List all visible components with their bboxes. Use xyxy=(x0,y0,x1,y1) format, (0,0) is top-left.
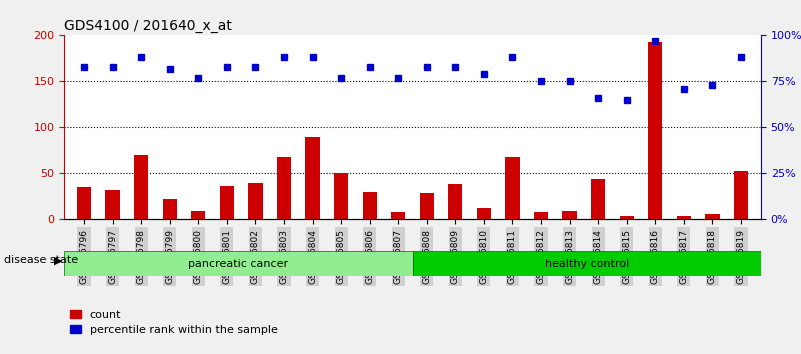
Legend: count, percentile rank within the sample: count, percentile rank within the sample xyxy=(70,310,277,335)
Bar xyxy=(277,157,291,219)
Bar xyxy=(420,193,434,219)
Text: disease state: disease state xyxy=(4,255,78,265)
Bar xyxy=(77,187,91,219)
Bar xyxy=(534,212,548,219)
Bar xyxy=(134,155,148,219)
Bar xyxy=(334,173,348,219)
Bar xyxy=(163,199,177,219)
Bar xyxy=(505,157,520,219)
FancyBboxPatch shape xyxy=(64,251,413,276)
Bar xyxy=(734,171,748,219)
Bar xyxy=(191,211,205,219)
Bar xyxy=(391,212,405,219)
Text: ▶: ▶ xyxy=(54,255,63,265)
Bar xyxy=(305,137,320,219)
Bar xyxy=(705,214,719,219)
Bar xyxy=(591,179,606,219)
Text: pancreatic cancer: pancreatic cancer xyxy=(188,259,288,269)
Bar xyxy=(677,216,691,219)
Bar xyxy=(562,211,577,219)
Bar xyxy=(248,183,263,219)
Text: GDS4100 / 201640_x_at: GDS4100 / 201640_x_at xyxy=(64,19,232,33)
Bar xyxy=(363,192,376,219)
Text: healthy control: healthy control xyxy=(545,259,629,269)
FancyBboxPatch shape xyxy=(413,251,761,276)
Bar xyxy=(648,42,662,219)
Bar xyxy=(219,186,234,219)
Bar xyxy=(620,216,634,219)
Bar xyxy=(477,209,491,219)
Bar xyxy=(449,184,462,219)
Bar xyxy=(106,190,120,219)
